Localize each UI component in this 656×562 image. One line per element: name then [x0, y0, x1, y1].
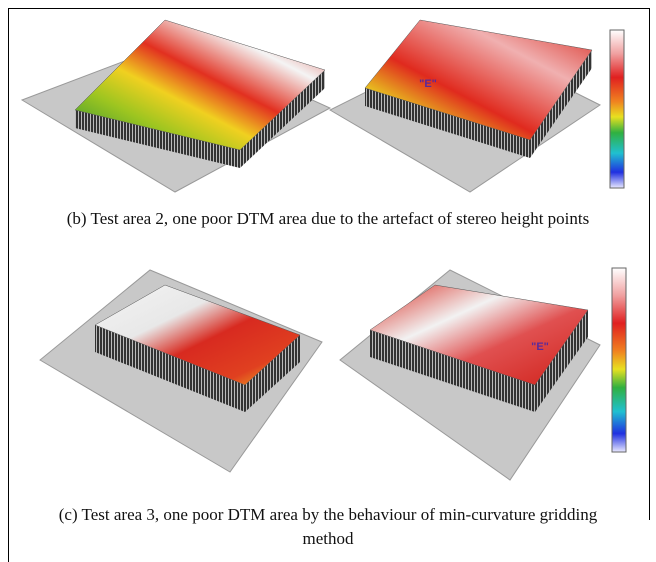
color-scale — [612, 268, 626, 452]
figure-graphics: "E" "E" — [0, 0, 656, 562]
terrain-model — [340, 270, 600, 480]
caption: (c) Test area 3, one poor DTM area by th… — [48, 503, 608, 551]
area-marker: "E" — [531, 341, 549, 353]
terrain-model — [330, 20, 600, 192]
caption: (b) Test area 2, one poor DTM area due t… — [48, 207, 608, 231]
area-marker: "E" — [419, 78, 437, 90]
terrain-model — [22, 20, 330, 192]
figure-page: "E" "E" (b) Test area 2, one poor DTM ar… — [0, 0, 656, 562]
terrain-model — [40, 270, 322, 472]
color-scale — [610, 30, 624, 188]
